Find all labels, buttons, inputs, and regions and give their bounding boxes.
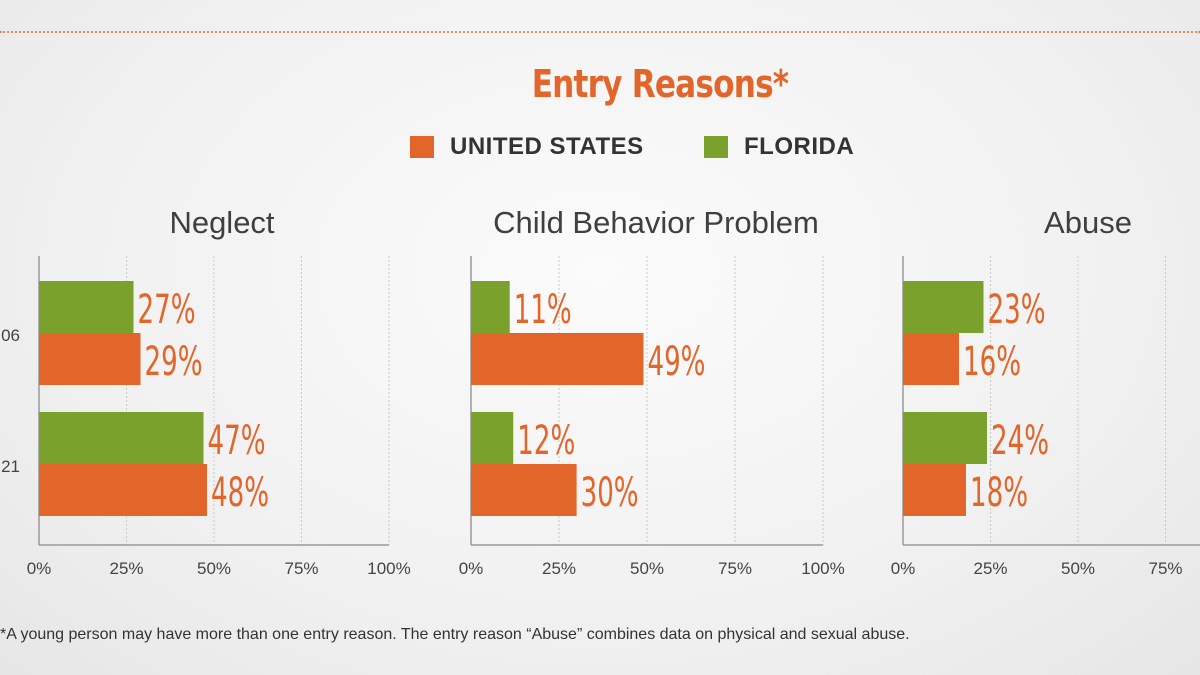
data-label: 18% <box>970 470 1028 516</box>
data-label: 23% <box>988 287 1046 333</box>
bar-child-behavior-problem-united-states <box>471 464 577 516</box>
legend-label-united-states: UNITED STATES <box>450 133 644 160</box>
data-label: 29% <box>145 339 203 385</box>
x-tick-label: 0% <box>891 559 916 578</box>
data-label: 12% <box>517 418 575 464</box>
x-tick-label: 25% <box>109 559 143 578</box>
x-tick-label: 0% <box>27 559 52 578</box>
data-label: 27% <box>138 287 196 333</box>
x-tick-label: 50% <box>197 559 231 578</box>
data-label: 47% <box>208 418 266 464</box>
data-label: 49% <box>647 339 705 385</box>
top-dotted-rule <box>0 31 1200 33</box>
bar-abuse-united-states <box>903 333 959 385</box>
data-label: 11% <box>514 287 572 333</box>
bar-neglect-united-states <box>39 464 207 516</box>
bar-abuse-florida <box>903 412 987 464</box>
footnote: *A young person may have more than one e… <box>0 626 910 643</box>
category-label: 21 <box>1 457 20 476</box>
legend-swatch-united-states <box>410 136 434 158</box>
x-tick-label: 50% <box>1061 559 1095 578</box>
bar-child-behavior-problem-united-states <box>471 333 644 385</box>
x-tick-label: 100% <box>367 559 410 578</box>
x-tick-label: 75% <box>284 559 318 578</box>
x-tick-label: 25% <box>542 559 576 578</box>
x-tick-label: 100% <box>801 559 844 578</box>
panel-title-neglect: Neglect <box>169 205 275 240</box>
chart-title: Entry Reasons* <box>531 62 789 106</box>
bar-abuse-united-states <box>903 464 966 516</box>
bar-child-behavior-problem-florida <box>471 412 514 464</box>
legend-label-florida: FLORIDA <box>744 133 855 160</box>
bar-child-behavior-problem-florida <box>471 281 510 333</box>
x-tick-label: 0% <box>459 559 484 578</box>
data-label: 16% <box>963 339 1021 385</box>
bar-abuse-florida <box>903 281 984 333</box>
panel-title-child-behavior-problem: Child Behavior Problem <box>493 205 819 240</box>
x-tick-label: 75% <box>718 559 752 578</box>
bar-neglect-florida <box>39 412 204 464</box>
data-label: 24% <box>991 418 1049 464</box>
x-tick-label: 75% <box>1148 559 1182 578</box>
data-label: 30% <box>581 470 639 516</box>
data-label: 48% <box>211 470 269 516</box>
x-tick-label: 25% <box>973 559 1007 578</box>
bar-neglect-united-states <box>39 333 141 385</box>
category-label: 06 <box>1 326 20 345</box>
legend-swatch-florida <box>704 136 728 158</box>
x-tick-label: 50% <box>630 559 664 578</box>
panel-title-abuse: Abuse <box>1044 205 1132 240</box>
bar-neglect-florida <box>39 281 134 333</box>
